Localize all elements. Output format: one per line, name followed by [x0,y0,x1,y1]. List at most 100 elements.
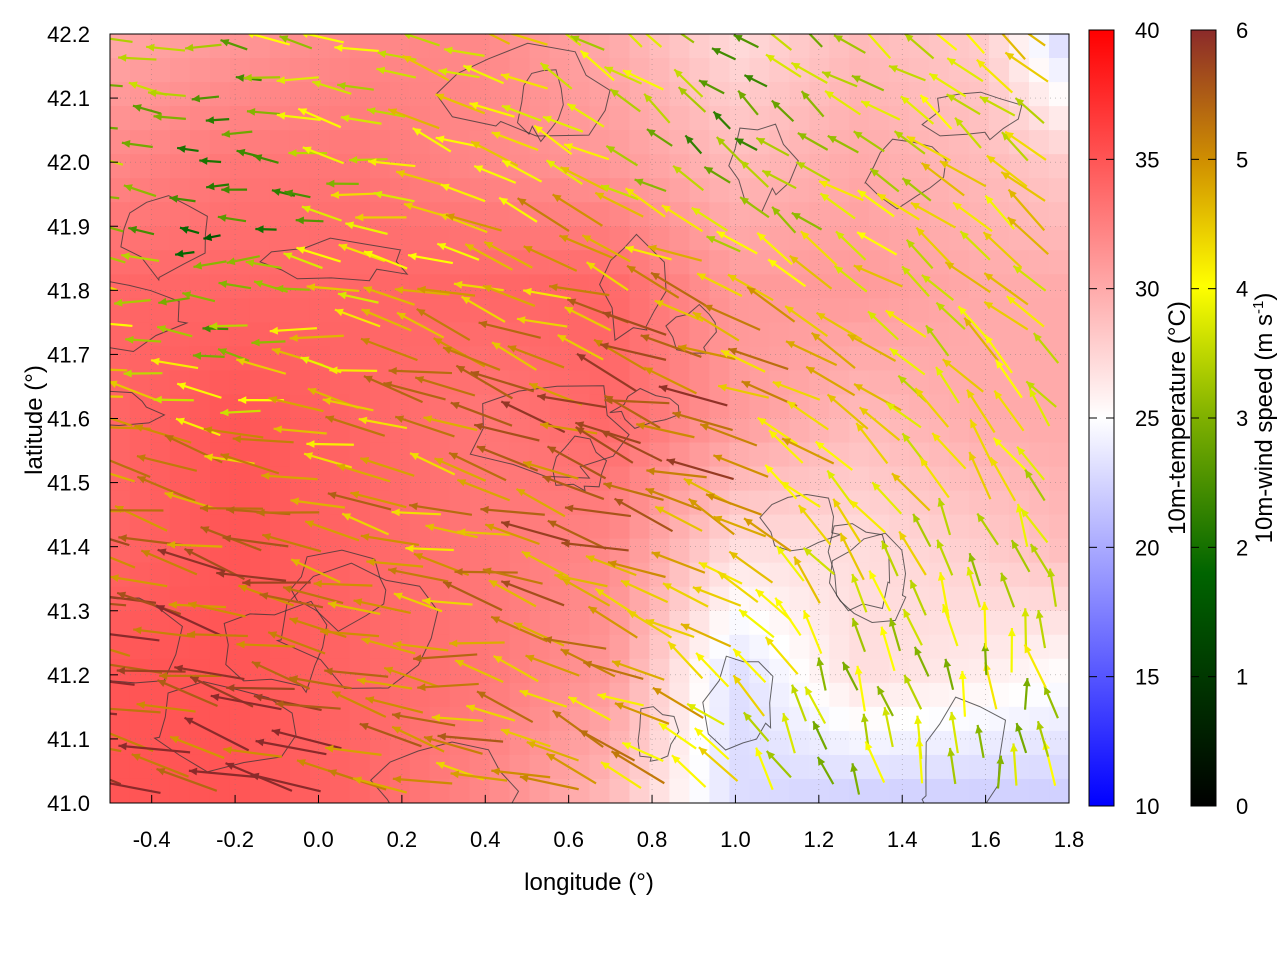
wind-vector [647,245,702,262]
wind-vector-head [856,423,865,432]
wind-vector-head [943,658,952,668]
wind-vector-head [307,388,317,396]
temperature-cell [889,178,910,203]
temperature-cell [709,466,730,492]
temperature-cell [549,706,571,732]
temperature-cell [1009,466,1030,492]
wind-vector-head [45,705,53,713]
temperature-cell [529,514,551,540]
temperature-cell [149,706,171,732]
wind-vector [387,568,449,583]
temperature-cell [729,298,750,323]
temperature-cell [929,346,950,372]
wind-vector-head [365,696,375,704]
wind-vector-head [358,416,368,425]
wind-vector-head [223,746,232,754]
wind-vector-head [363,375,373,383]
temperature-cell [489,202,511,227]
wind-vector-head [672,411,682,419]
wind-vector-head [1008,189,1017,199]
temperature-cell [889,394,910,420]
temperature-cell [629,562,651,588]
wind-vector-head [674,69,683,78]
temperature-cell [409,274,431,299]
wind-vector-head [500,73,510,81]
wind-vector-head [114,298,123,307]
temperature-cell [169,634,191,660]
temperature-cell [709,634,730,660]
temperature-cell [389,706,411,732]
wind-vector-head [92,81,100,89]
temperature-cell [549,610,571,636]
wind-vector [327,492,392,511]
wind-vector-head [92,453,101,460]
temperature-cell [549,346,571,372]
temperature-cell [209,778,231,803]
temperature-cell [469,706,491,732]
temperature-cell [849,346,870,372]
wind-vector-head [880,626,888,636]
wind-vector-head [985,335,994,344]
temperature-cell [429,586,451,612]
temperature-cell [929,82,950,107]
wind-vector [626,264,680,299]
wind-vector [1000,171,1046,202]
wind-vector-head [651,272,660,281]
wind-vector [525,654,580,677]
temperature-cell [489,226,511,251]
temperature-cell [909,202,930,227]
temperature-cell [649,130,671,155]
wind-vector [366,560,424,568]
wind-vector [627,34,643,48]
wind-vector [437,734,504,743]
temperature-cell [249,178,271,203]
wind-vector-head [393,592,403,600]
wind-vector-head [87,123,95,131]
wind-vector [485,523,540,546]
temperature-cell [449,58,471,83]
temperature-cell [389,514,411,540]
wind-vector [855,422,889,465]
temperature-cell [129,58,151,83]
wind-vector-head [760,25,769,33]
temperature-cell [689,226,710,251]
wind-vector-head [850,763,858,772]
wind-vector [392,777,453,785]
wind-vector [336,463,391,483]
temperature-cell [329,322,351,348]
wind-vector-head [889,65,898,73]
temperature-cell [669,562,690,588]
wind-vector-head [416,309,426,317]
temperature-cell [749,58,770,83]
wind-vector-head [671,755,681,764]
wind-vector-head [363,286,373,294]
temperature-cell [569,610,591,636]
wind-vector-head [395,415,405,423]
temperature-cell [449,538,471,564]
wind-vector-head [501,401,511,409]
wind-vector [585,261,629,292]
wind-vector [186,633,248,638]
wind-vector-head [1021,608,1030,617]
temperature-cell [549,274,571,299]
wind-vector [554,573,608,588]
wind-vector [289,676,352,690]
wind-vector [289,334,344,340]
wind-vector [604,399,670,405]
wind-vector-head [900,96,910,105]
wind-vector [728,550,774,584]
wind-vector-head [685,135,694,145]
temperature-colorbar-tick-label: 15 [1135,665,1159,690]
contour-line [370,741,520,803]
wind-vector-head [606,145,616,154]
wind-vector-head [1030,544,1039,553]
wind-vector-head [567,103,577,112]
temperature-cell [869,82,890,107]
temperature-cell [1049,586,1069,612]
wind-vector [521,550,570,578]
wind-vector [500,580,565,607]
wind-vector-head [687,703,697,712]
wind-vector [652,686,704,719]
temperature-cell [169,130,191,155]
